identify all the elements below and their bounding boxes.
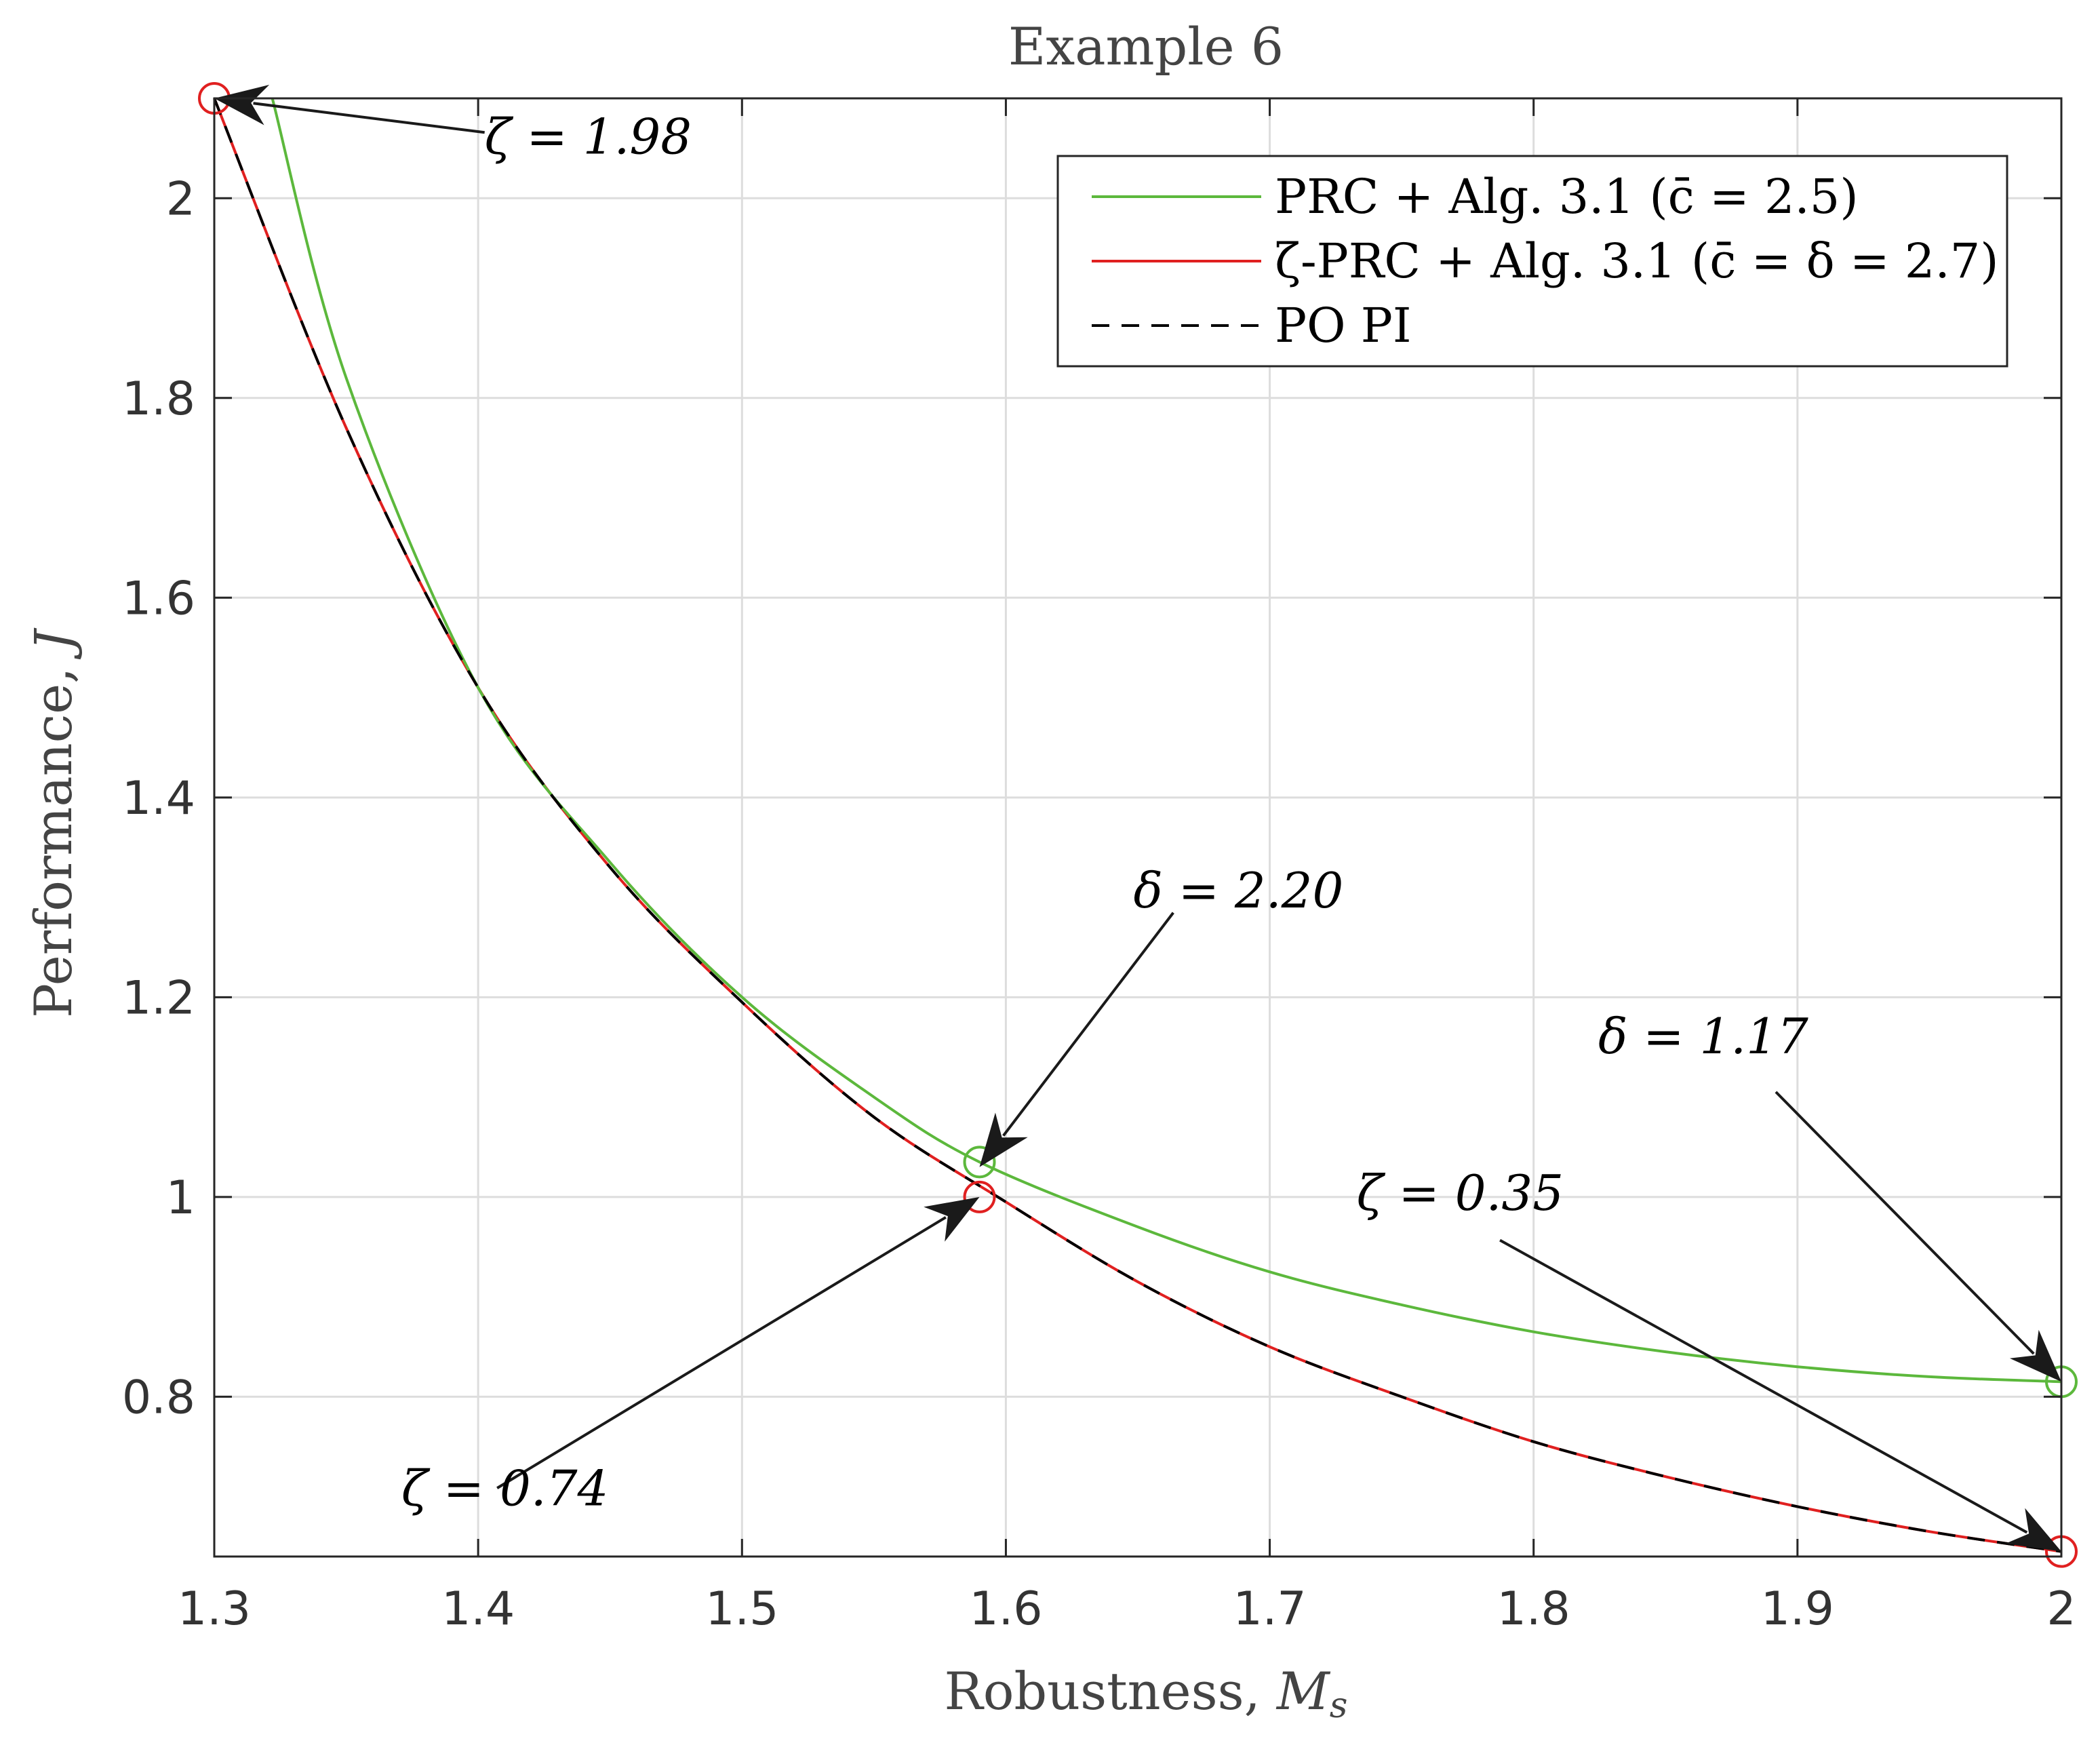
x-tick-label: 2 (2046, 1582, 2076, 1636)
x-axis-label: Robustness, Ms (945, 1661, 1348, 1726)
x-tick-label: 1.6 (969, 1582, 1042, 1636)
legend-label-1: ζ-PRC + Alg. 3.1 (c̄ = δ = 2.7) (1275, 233, 1999, 289)
annotation-label: δ = 2.20 (1133, 862, 1343, 919)
x-tick-label: 1.4 (441, 1582, 515, 1636)
annotation-arrow-shaft (1002, 912, 1174, 1137)
series-line-0 (271, 98, 2062, 1384)
y-tick-label: 1.8 (122, 372, 195, 426)
data-marker (963, 1146, 996, 1179)
annotation-label: ζ = 0.74 (401, 1460, 608, 1517)
legend: PRC + Alg. 3.1 (c̄ = 2.5) ζ-PRC + Alg. 3.… (1056, 155, 2008, 368)
x-axis-label-sub: s (1330, 1685, 1348, 1726)
chart-title: Example 6 (1008, 16, 1284, 77)
y-tick-label: 2 (166, 172, 195, 226)
annotation-label: δ = 1.17 (1598, 1008, 1808, 1065)
x-tick-label: 1.5 (705, 1582, 778, 1636)
x-axis-label-text: Robustness, (945, 1661, 1277, 1721)
legend-label-0: PRC + Alg. 3.1 (c̄ = 2.5) (1275, 169, 1859, 224)
y-tick-label: 1.2 (122, 971, 195, 1025)
data-marker (963, 1180, 996, 1213)
annotation-arrow-shaft (496, 1216, 947, 1489)
annotation-arrow-head (924, 1196, 980, 1242)
x-axis-label-var: M (1275, 1661, 1331, 1721)
annotation-arrow-head (214, 85, 270, 125)
x-tick-label: 1.9 (1761, 1582, 1834, 1636)
y-tick-label: 1.4 (122, 772, 195, 825)
annotation-arrow-shaft (1499, 1238, 2028, 1534)
y-tick-label: 1 (166, 1171, 195, 1225)
x-tick-label: 1.3 (178, 1582, 251, 1636)
series-line-2 (213, 98, 2062, 1553)
plot-frame (213, 97, 2063, 1558)
annotation-layer: ζ = 1.98 δ = 2.20 ζ = 0.74 δ = 1.17 ζ = 0.35 (214, 85, 2061, 1552)
annotation-label: ζ = 1.98 (485, 109, 692, 165)
annotation-arrow-shaft (253, 102, 485, 134)
annotation-arrow-head (979, 1112, 1028, 1167)
legend-label-2: PO PI (1275, 298, 1412, 353)
y-axis-label-text: Performance, (23, 651, 83, 1018)
tick-layer: 1.3 1.4 1.5 1.6 1.7 1.8 1.9 2 0.8 1 1.2 1.4 1.6 1.8 2 (122, 98, 2076, 1636)
y-tick-label: 0.8 (122, 1371, 195, 1424)
y-tick-label: 1.6 (122, 572, 195, 625)
series-layer (213, 98, 2062, 1553)
annotation-label: ζ = 0.35 (1357, 1165, 1564, 1221)
annotation-arrow-head (2005, 1508, 2061, 1552)
x-tick-label: 1.7 (1233, 1582, 1306, 1636)
x-tick-label: 1.8 (1497, 1582, 1570, 1636)
annotation-arrow-shaft (1775, 1091, 2035, 1355)
annotation-arrow-head (2009, 1329, 2061, 1382)
y-axis-label: Performance, J (23, 628, 83, 1018)
